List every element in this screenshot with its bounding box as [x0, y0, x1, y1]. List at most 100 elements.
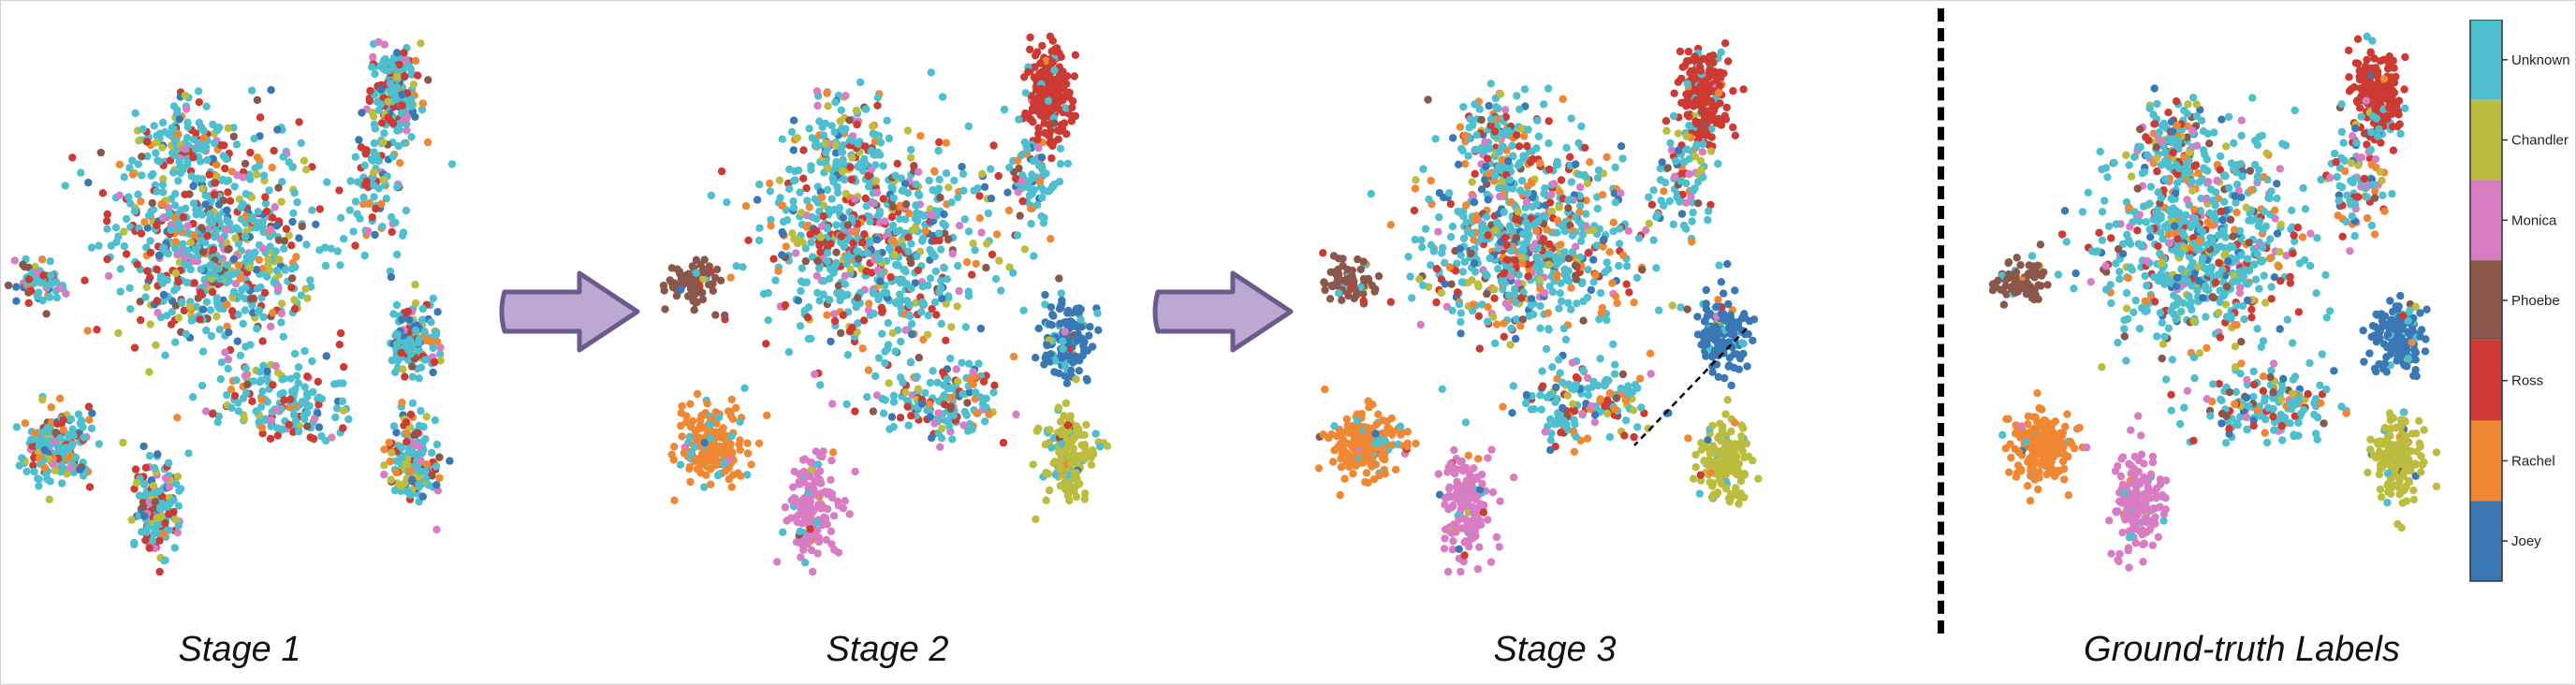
scatter-point-unknown [189, 199, 198, 208]
scatter-point-unknown [1593, 204, 1602, 213]
scatter-point-ross [155, 567, 164, 576]
scatter-point-unknown [270, 278, 278, 287]
scatter-point-unknown [292, 372, 301, 380]
scatter-point-phoebe [198, 224, 206, 232]
scatter-point-rachel [693, 389, 702, 399]
scatter-point-ross [1034, 124, 1043, 132]
scatter-point-unknown [400, 138, 409, 148]
scatter-point-unknown [1505, 176, 1515, 184]
scatter-point-unknown [417, 316, 427, 325]
scatter-point-rachel [392, 468, 401, 477]
scatter-point-joey [1072, 304, 1081, 313]
scatter-point-unknown [1505, 222, 1515, 230]
scatter-point-rachel [115, 160, 124, 168]
scatter-point-ross [141, 463, 151, 472]
scatter-point-unknown [1589, 278, 1598, 286]
scatter-point-ross [190, 279, 198, 287]
scatter-point-unknown [234, 399, 242, 407]
scatter-point-unknown [178, 298, 186, 306]
scatter-point-joey [201, 200, 210, 209]
scatter-point-monica [812, 475, 821, 485]
scatter-point-unknown [223, 216, 231, 225]
scatter-point-rachel [686, 419, 695, 428]
scatter-point-unknown [826, 296, 834, 304]
scatter-point-joey [322, 352, 330, 360]
scatter-point-ross [153, 266, 161, 274]
scatter-point-unknown [939, 381, 948, 389]
scatter-point-ross [1026, 33, 1034, 42]
scatter-point-ross [400, 49, 408, 57]
scatter-point-rachel [140, 218, 149, 226]
scatter-point-unknown [883, 344, 892, 354]
scatter-point-unknown [930, 298, 940, 307]
scatter-point-unknown [813, 288, 822, 298]
scatter-point-unknown [892, 227, 901, 236]
scatter-point-joey [1003, 188, 1012, 197]
scatter-point-unknown [170, 151, 179, 160]
scatter-point-ross [1503, 255, 1512, 264]
scatter-point-rachel [971, 395, 979, 403]
scatter-point-rachel [1500, 319, 1508, 328]
scatter-point-phoebe [709, 280, 717, 288]
scatter-point-ross [377, 119, 387, 127]
scatter-point-unknown [344, 415, 353, 424]
scatter-point-chandler [1045, 486, 1054, 495]
scatter-point-unknown [334, 379, 343, 387]
scatter-point-unknown [1512, 315, 1521, 324]
scatter-point-unknown [847, 213, 856, 223]
scatter-point-rachel [242, 211, 250, 221]
scatter-point-unknown [158, 181, 168, 189]
scatter-point-joey [1477, 185, 1486, 194]
scatter-point-joey [965, 388, 974, 397]
scatter-point-ross [1031, 51, 1040, 60]
scatter-point-unknown [950, 176, 959, 185]
scatter-point-unknown [1457, 144, 1466, 153]
scatter-point-ross [1062, 80, 1071, 88]
scatter-point-unknown [1435, 213, 1443, 222]
scatter-point-joey [677, 285, 685, 294]
scatter-point-phoebe [845, 116, 854, 124]
scatter-point-monica [1034, 143, 1043, 153]
scatter-point-ross [211, 179, 220, 187]
scatter-point-unknown [179, 240, 187, 248]
scatter-point-chandler [378, 138, 388, 147]
scatter-point-unknown [1486, 115, 1495, 124]
scatter-point-unknown [236, 292, 245, 300]
scatter-point-unknown [241, 306, 250, 314]
scatter-point-ross [893, 159, 901, 168]
scatter-point-unknown [785, 184, 794, 194]
scatter-point-chandler [1032, 427, 1041, 435]
scatter-point-unknown [165, 130, 174, 138]
scatter-point-unknown [169, 168, 178, 177]
scatter-point-unknown [916, 308, 926, 316]
scatter-point-phoebe [813, 256, 822, 266]
scatter-point-rachel [1543, 226, 1551, 234]
scatter-point-monica [173, 529, 183, 537]
scatter-point-unknown [171, 479, 181, 488]
scatter-point-chandler [240, 415, 249, 423]
scatter-point-unknown [391, 368, 400, 376]
scatter-point-joey [393, 49, 402, 57]
scatter-point-joey [12, 297, 21, 305]
scatter-point-unknown [944, 417, 952, 426]
scatter-point-unknown [39, 428, 49, 436]
scatter-point-unknown [173, 106, 182, 114]
scatter-point-unknown [1539, 211, 1548, 221]
scatter-point-unknown [836, 296, 844, 305]
scatter-point-unknown [156, 275, 165, 284]
stage-2-scatter [656, 29, 1115, 581]
scatter-point-monica [841, 497, 849, 505]
scatter-point-rachel [1619, 251, 1628, 259]
scatter-point-joey [789, 146, 798, 154]
scatter-point-unknown [1519, 246, 1528, 255]
scatter-point-unknown [290, 349, 300, 358]
scatter-point-chandler [1079, 452, 1089, 460]
scatter-point-unknown [183, 160, 192, 169]
scatter-point-monica [62, 289, 70, 299]
scatter-point-phoebe [247, 295, 256, 303]
scatter-point-unknown [242, 284, 250, 292]
scatter-point-chandler [978, 169, 987, 178]
scatter-point-unknown [883, 116, 891, 124]
scatter-point-ross [837, 232, 846, 240]
scatter-point-rachel [726, 273, 735, 282]
